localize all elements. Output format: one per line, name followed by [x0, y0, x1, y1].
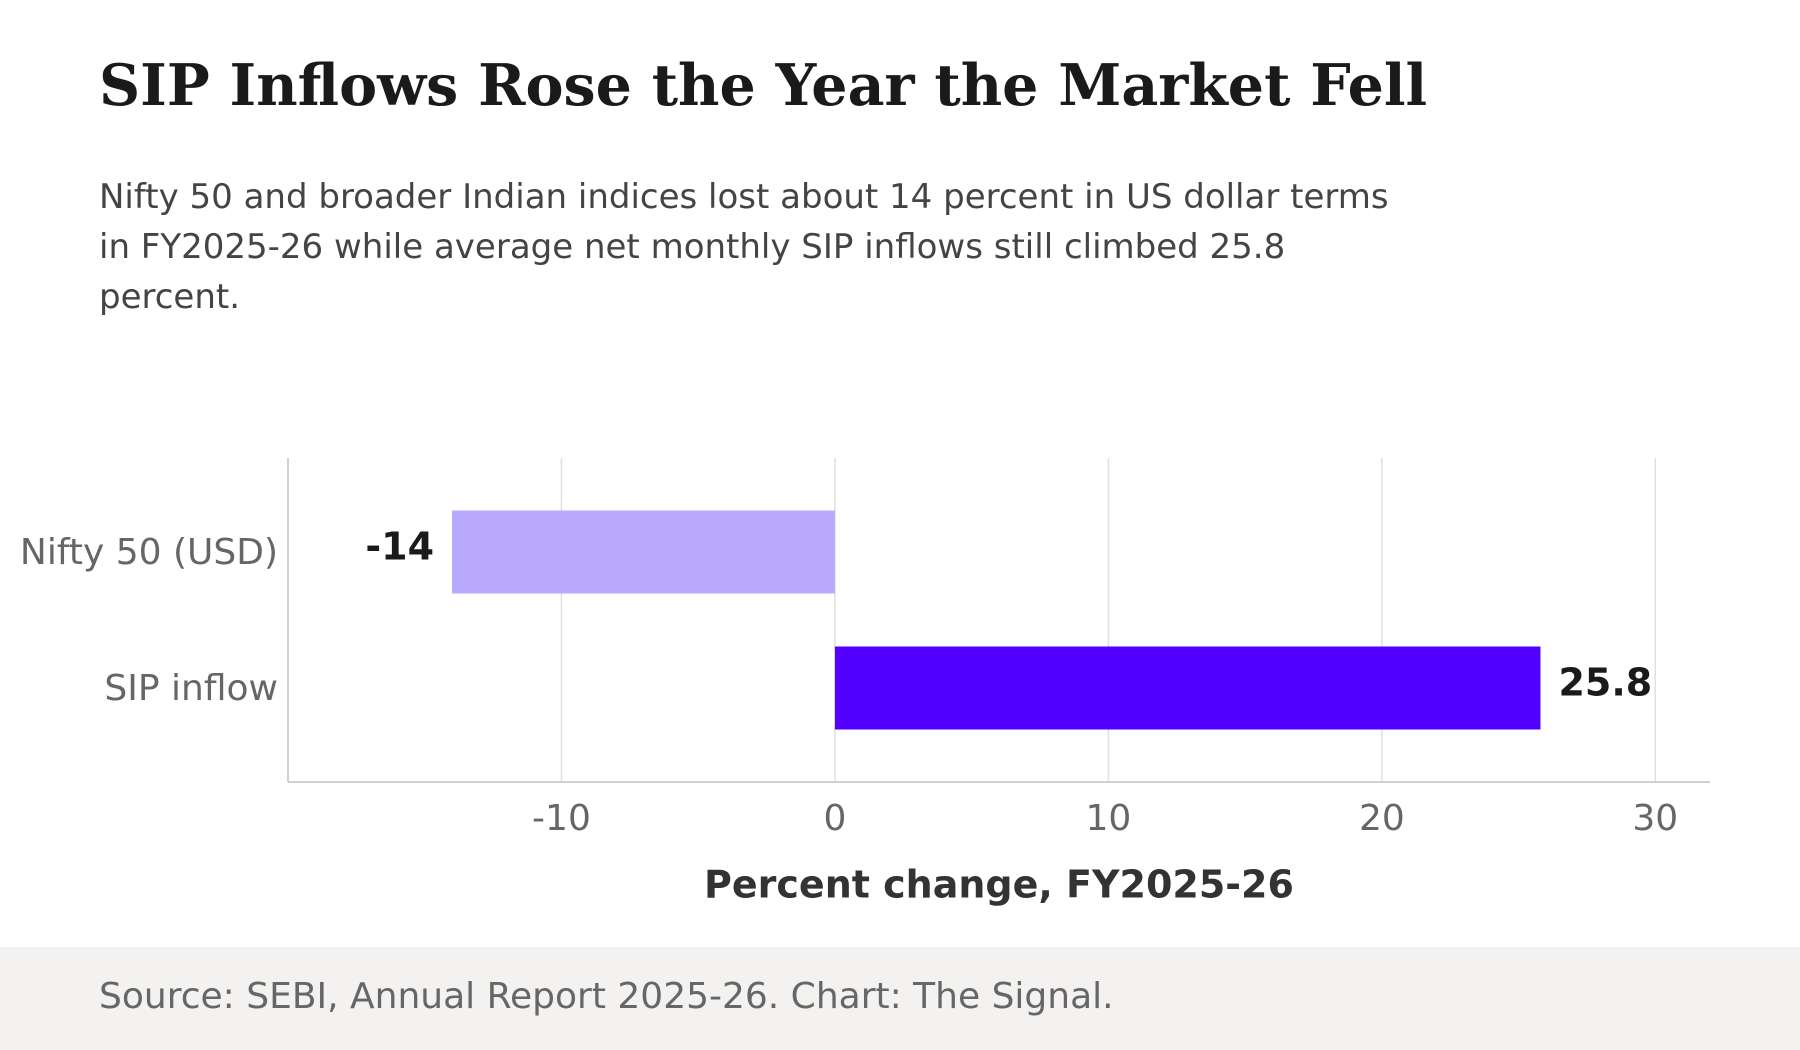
category-labels: Nifty 50 (USD) SIP inflow	[20, 532, 278, 709]
x-tick-label: -10	[532, 798, 591, 839]
x-axis-label: Percent change, FY2025-26	[704, 863, 1294, 907]
value-label: -14	[365, 525, 434, 569]
page-subtitle: Nifty 50 and broader Indian indices lost…	[99, 177, 1389, 317]
value-label: 25.8	[1558, 661, 1652, 705]
page-title: SIP Inflows Rose the Year the Market Fel…	[99, 52, 1428, 119]
value-labels: -14 25.8	[365, 525, 1652, 705]
bar	[834, 646, 1541, 730]
bar-chart: -14 25.8 Nifty 50 (USD) SIP inflow -10 0 10 2…	[20, 458, 1710, 907]
category-label: Nifty 50 (USD)	[20, 532, 278, 573]
category-label: SIP inflow	[104, 668, 278, 709]
source-note: Source: SEBI, Annual Report 2025-26. Cha…	[99, 976, 1114, 1017]
grid-lines	[560, 458, 1657, 782]
bar	[452, 510, 835, 594]
footer: Source: SEBI, Annual Report 2025-26. Cha…	[0, 947, 1800, 1050]
x-tick-labels: -10 0 10 20 30	[532, 798, 1678, 839]
x-tick-label: 10	[1085, 798, 1131, 839]
bars	[452, 510, 1541, 730]
x-tick-label: 20	[1359, 798, 1405, 839]
x-tick-label: 0	[823, 798, 846, 839]
x-tick-label: 30	[1632, 798, 1678, 839]
